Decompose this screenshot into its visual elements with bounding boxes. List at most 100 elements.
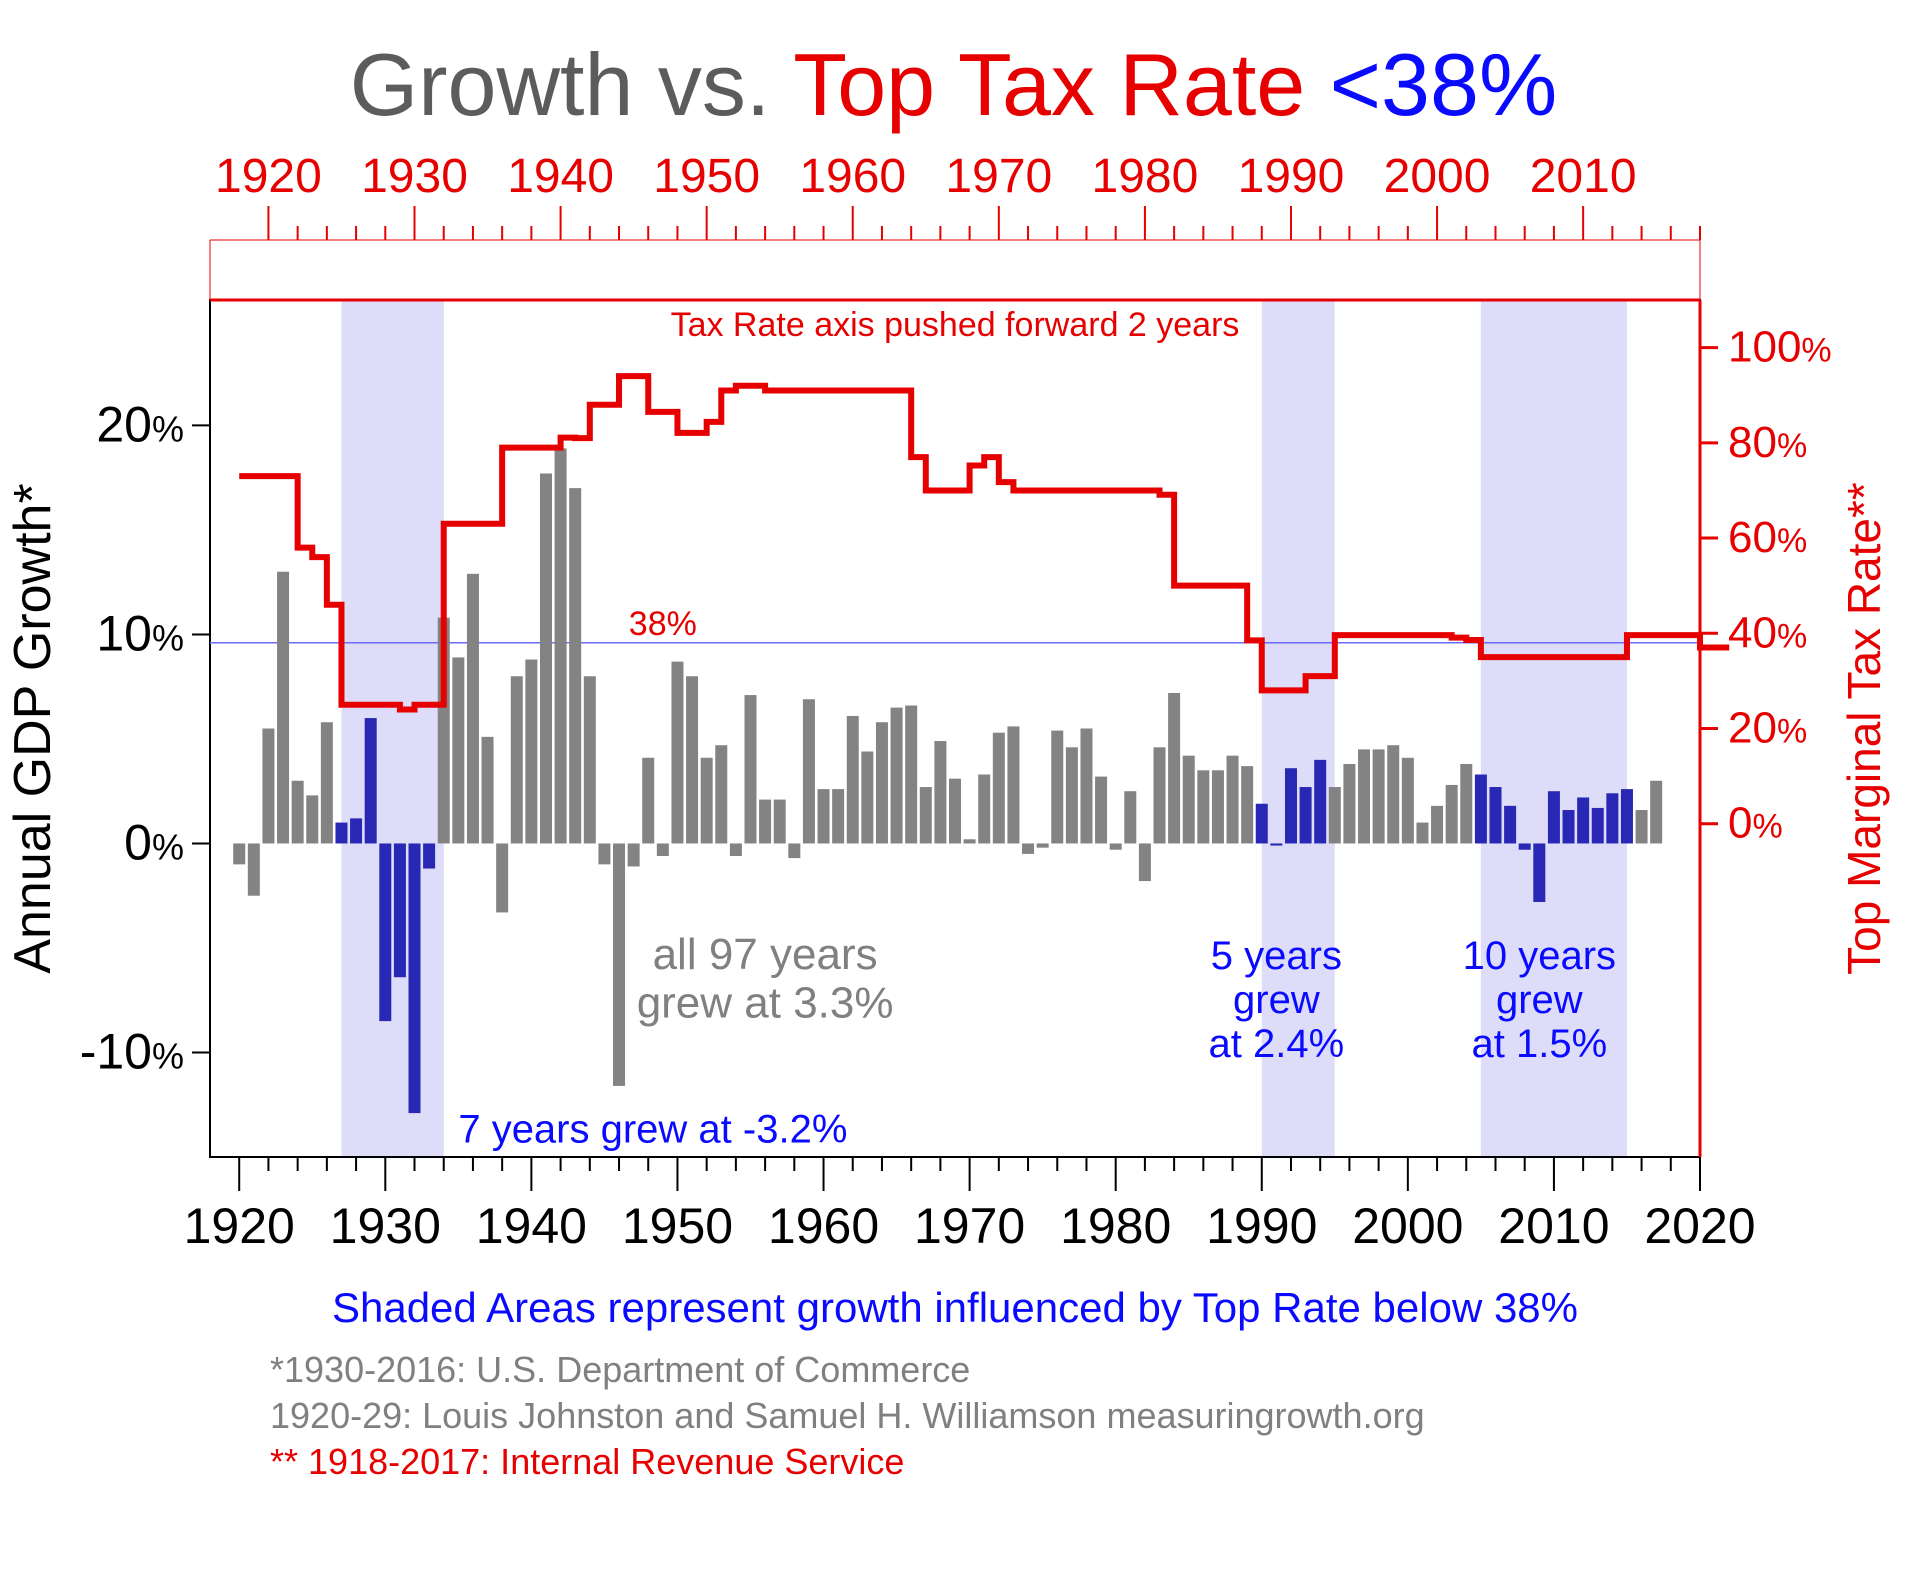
- top-tick-label: 2010: [1530, 150, 1637, 203]
- top-tick-label: 1980: [1092, 150, 1199, 203]
- gdp-bar: [1197, 770, 1209, 843]
- gdp-bar: [394, 843, 406, 977]
- gdp-bar: [1095, 777, 1107, 844]
- gdp-bar: [628, 843, 640, 866]
- bottom-tick-label: 2000: [1352, 1198, 1463, 1254]
- top-axis-note: Tax Rate axis pushed forward 2 years: [671, 306, 1240, 344]
- shaded-period: [341, 300, 443, 1157]
- threshold-label: 38%: [629, 605, 697, 643]
- gdp-bar: [978, 774, 990, 843]
- gdp-bar: [1037, 843, 1049, 847]
- gdp-bar: [1300, 787, 1312, 843]
- gdp-bar: [1080, 729, 1092, 844]
- gdp-bar: [1227, 756, 1239, 844]
- gdp-bar: [335, 823, 347, 844]
- gdp-bar: [1504, 806, 1516, 844]
- gdp-bar: [365, 718, 377, 843]
- gdp-bar: [584, 676, 596, 843]
- gdp-bar: [1285, 768, 1297, 843]
- gdp-bar: [1124, 791, 1136, 843]
- gdp-bar: [248, 843, 260, 895]
- gdp-bar: [379, 843, 391, 1021]
- gdp-bar: [569, 488, 581, 843]
- gdp-bar: [482, 737, 494, 844]
- chart-root: 38%-10%0%10%20%Annual GDP Growth*0%20%40…: [0, 0, 1907, 1593]
- gdp-bar: [555, 448, 567, 843]
- gdp-bar: [1475, 774, 1487, 843]
- gdp-bar: [671, 662, 683, 844]
- gdp-bar: [642, 758, 654, 844]
- gdp-bar: [949, 779, 961, 844]
- left-tick-label: 20%: [96, 396, 184, 452]
- gdp-bar: [1650, 781, 1662, 844]
- gdp-bar: [861, 751, 873, 843]
- bottom-tick-label: 1970: [914, 1198, 1025, 1254]
- gdp-bar: [452, 657, 464, 843]
- gdp-bar: [774, 800, 786, 844]
- gdp-bar: [1387, 745, 1399, 843]
- top-tick-label: 1920: [215, 150, 322, 203]
- right-tick-label: 60%: [1728, 513, 1807, 562]
- gdp-bar: [1446, 785, 1458, 844]
- gdp-bar: [598, 843, 610, 864]
- bottom-tick-label: 1960: [768, 1198, 879, 1254]
- gdp-bar: [1329, 787, 1341, 843]
- right-tick-label: 100%: [1728, 323, 1832, 372]
- gdp-bar: [1110, 843, 1122, 849]
- gdp-bar: [1270, 843, 1282, 845]
- bottom-tick-label: 1930: [330, 1198, 441, 1254]
- gdp-bar: [1460, 764, 1472, 843]
- gdp-bar: [1563, 810, 1575, 843]
- gdp-bar: [1548, 791, 1560, 843]
- gdp-bar: [409, 843, 421, 1113]
- bottom-tick-label: 1940: [476, 1198, 587, 1254]
- gdp-bar: [1256, 804, 1268, 844]
- gdp-bar: [1606, 793, 1618, 843]
- gdp-bar: [832, 789, 844, 843]
- bottom-tick-label: 1920: [184, 1198, 295, 1254]
- gdp-bar: [1621, 789, 1633, 843]
- annotation: 7 years grew at -3.2%: [458, 1107, 847, 1151]
- gdp-bar: [1519, 843, 1531, 849]
- gdp-bar: [788, 843, 800, 858]
- bottom-tick-label: 1980: [1060, 1198, 1171, 1254]
- gdp-bar: [525, 660, 537, 844]
- top-tick-label: 2000: [1384, 150, 1491, 203]
- gdp-bar: [715, 745, 727, 843]
- gdp-bar: [1431, 806, 1443, 844]
- gdp-bar: [1636, 810, 1648, 843]
- gdp-bar: [511, 676, 523, 843]
- gdp-bar: [1358, 749, 1370, 843]
- gdp-bar: [744, 695, 756, 843]
- gdp-bar: [233, 843, 245, 864]
- left-tick-label: -10%: [80, 1023, 184, 1079]
- source-line-1: *1930-2016: U.S. Department of Commerce: [270, 1349, 970, 1390]
- right-tick-label: 0%: [1728, 799, 1783, 848]
- gdp-bar: [350, 818, 362, 843]
- gdp-bar: [277, 572, 289, 844]
- right-tick-label: 80%: [1728, 418, 1807, 467]
- bottom-tick-label: 2020: [1644, 1198, 1755, 1254]
- gdp-bar: [423, 843, 435, 868]
- chart-title: Growth vs. Top Tax Rate <38%: [350, 35, 1557, 134]
- gdp-bar: [1343, 764, 1355, 843]
- shaded-note: Shaded Areas represent growth influenced…: [332, 1284, 1578, 1331]
- gdp-bar: [1066, 747, 1078, 843]
- left-tick-label: 0%: [124, 814, 184, 870]
- right-tick-label: 20%: [1728, 704, 1807, 753]
- gdp-bar: [1373, 749, 1385, 843]
- gdp-bar: [1154, 747, 1166, 843]
- gdp-bar: [891, 708, 903, 844]
- gdp-bar: [613, 843, 625, 1085]
- gdp-bar: [292, 781, 304, 844]
- gdp-bar: [905, 706, 917, 844]
- chart-svg: 38%-10%0%10%20%Annual GDP Growth*0%20%40…: [0, 0, 1907, 1593]
- source-line-2: 1920-29: Louis Johnston and Samuel H. Wi…: [270, 1395, 1425, 1436]
- gdp-bar: [1416, 823, 1428, 844]
- gdp-bar: [1402, 758, 1414, 844]
- gdp-bar: [818, 789, 830, 843]
- gdp-bar: [803, 699, 815, 843]
- gdp-bar: [1051, 731, 1063, 844]
- top-tick-label: 1990: [1238, 150, 1345, 203]
- left-tick-label: 10%: [96, 605, 184, 661]
